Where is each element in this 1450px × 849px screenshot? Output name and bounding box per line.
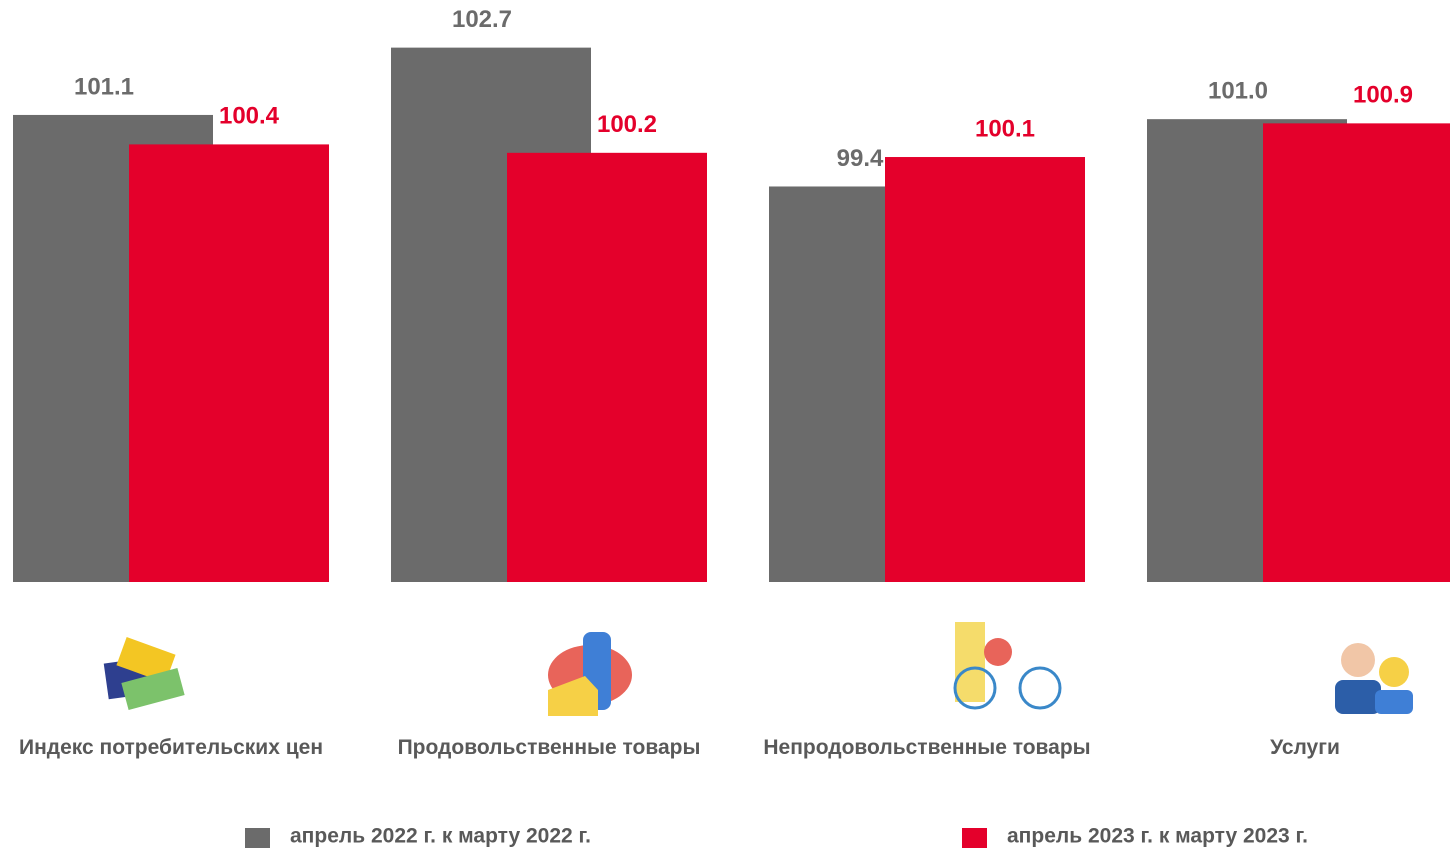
value-label: 100.1 [975, 115, 1035, 142]
legend-label: апрель 2023 г. к марту 2023 г. [1007, 825, 1308, 848]
bar [1263, 123, 1450, 582]
icon [1375, 690, 1413, 714]
icon [1341, 643, 1375, 677]
chart: 101.1 100.4 102.7 100.2 99.4 100.1 101.0 100.9 а… [0, 0, 1450, 849]
value-label: 102.7 [452, 6, 512, 33]
icon [1379, 657, 1409, 687]
value-label: 100.4 [219, 103, 280, 130]
icon [984, 638, 1012, 666]
legend-swatch [245, 828, 270, 848]
icons [104, 622, 1413, 716]
value-label: 101.0 [1208, 77, 1268, 104]
chart-svg: 101.1 100.4 102.7 100.2 99.4 100.1 101.0 100.9 а… [0, 0, 1450, 849]
icon [955, 622, 985, 702]
value-label: 100.9 [1353, 82, 1413, 109]
value-label: 100.2 [597, 111, 657, 138]
bar [129, 144, 329, 582]
icon [1335, 680, 1381, 714]
icon [1020, 668, 1060, 708]
bar [507, 153, 707, 582]
value-label: 101.1 [74, 73, 134, 100]
category-label: Услуги [1135, 734, 1450, 762]
category-label: Индекс потребительских цен [1, 734, 341, 762]
value-label: 99.4 [837, 145, 884, 172]
category-label: Непродовольственные товары [757, 734, 1097, 762]
category-label: Продовольственные товары [379, 734, 719, 762]
legend-swatch [962, 828, 987, 848]
legend-label: апрель 2022 г. к марту 2022 г. [290, 825, 591, 848]
bar [885, 157, 1085, 582]
